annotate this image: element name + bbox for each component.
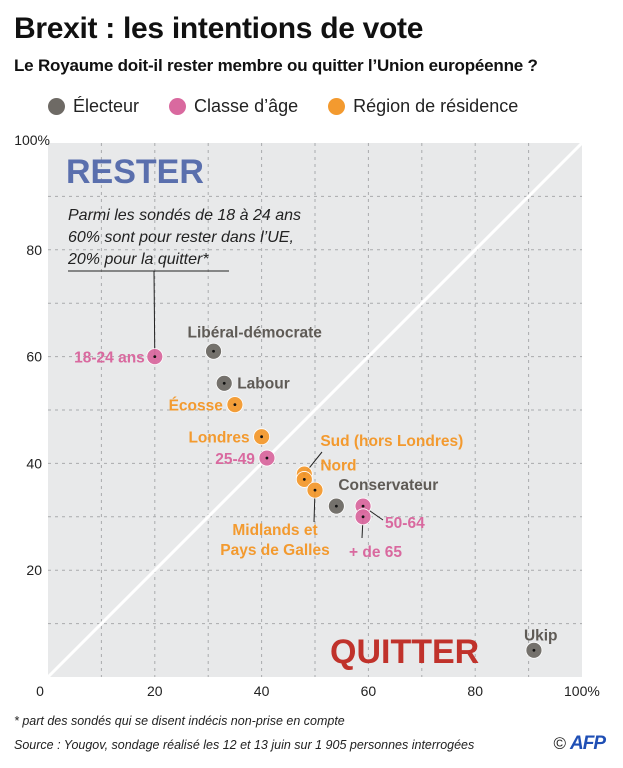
zone-label-rester: RESTER bbox=[66, 153, 204, 191]
data-point-center bbox=[153, 355, 157, 358]
annotation-line: 20% pour la quitter* bbox=[67, 251, 209, 268]
point-label: Écosse bbox=[169, 398, 224, 415]
legend-label: Électeur bbox=[73, 96, 140, 116]
data-point-center bbox=[361, 504, 365, 508]
annotation-line: 60% sont pour rester dans l’UE, bbox=[68, 229, 294, 246]
annotation-line: Parmi les sondés de 18 à 24 ans bbox=[68, 207, 301, 224]
legend-item-region: Région de résidence bbox=[328, 96, 518, 117]
point-label: + de 65 bbox=[349, 544, 402, 561]
data-point-center bbox=[302, 478, 306, 481]
point-label: Conservateur bbox=[338, 477, 438, 494]
data-point-center bbox=[260, 435, 263, 439]
footnote: * part des sondés qui se disent indécis … bbox=[14, 714, 345, 728]
point-labels: Libéral-démocrate Labour Conservateur Ukip 1… bbox=[74, 324, 557, 644]
legend-dot-icon bbox=[169, 98, 187, 115]
point-label: Midlands et Pays de Galles bbox=[220, 522, 329, 559]
leader-line bbox=[153, 270, 156, 357]
axes: 0 20 40 60 80 100% 20 40 60 80 100% bbox=[14, 132, 600, 699]
y-tick-label: 60 bbox=[26, 349, 42, 365]
y-tick-label: 40 bbox=[26, 455, 42, 471]
credit: © AFP bbox=[553, 733, 606, 755]
point-label-line: Midlands et bbox=[232, 522, 317, 539]
point-label: 50-64 bbox=[385, 515, 425, 532]
point-label: Labour bbox=[237, 375, 290, 392]
data-point-center bbox=[334, 504, 338, 508]
point-label: 18-24 ans bbox=[74, 350, 145, 367]
afp-logo: AFP bbox=[570, 733, 606, 754]
data-point-center bbox=[212, 349, 215, 353]
data-points bbox=[146, 342, 543, 659]
data-point-center bbox=[313, 488, 317, 492]
legend: Électeur Classe d’âge Région de résidenc… bbox=[48, 96, 518, 117]
data-point-center bbox=[265, 456, 269, 460]
x-tick-label: 100% bbox=[564, 683, 600, 699]
source-note: Source : Yougov, sondage réalisé les 12 … bbox=[14, 738, 475, 752]
copyright-icon: © bbox=[553, 734, 566, 753]
legend-label: Région de résidence bbox=[353, 96, 519, 116]
x-tick-label: 60 bbox=[361, 683, 377, 699]
chart-title: Brexit : les intentions de vote bbox=[14, 12, 424, 45]
point-label-line: Pays de Galles bbox=[220, 542, 329, 559]
annotation: Parmi les sondés de 18 à 24 ans 60% sont… bbox=[67, 207, 305, 272]
x-tick-label: 80 bbox=[467, 683, 483, 699]
legend-dot-icon bbox=[48, 98, 65, 115]
data-point-center bbox=[361, 515, 365, 519]
point-label: Libéral-démocrate bbox=[188, 324, 323, 341]
legend-label: Classe d’âge bbox=[194, 96, 299, 116]
x-tick-label: 40 bbox=[254, 683, 270, 699]
data-point-center bbox=[233, 403, 237, 407]
x-tick-label: 0 bbox=[36, 683, 44, 699]
point-label: Nord bbox=[320, 457, 356, 474]
chart-subtitle: Le Royaume doit-il rester membre ou quit… bbox=[14, 56, 538, 75]
legend-item-classe-age: Classe d’âge bbox=[169, 96, 298, 117]
svg-text:Parmi les sondés de 18 à 24 an: Parmi les sondés de 18 à 24 ans 60% sont… bbox=[67, 207, 305, 268]
point-label: Sud (hors Londres) bbox=[320, 433, 463, 450]
zone-label-quitter: QUITTER bbox=[330, 633, 479, 671]
point-label: Ukip bbox=[524, 627, 558, 644]
data-point-center bbox=[222, 381, 226, 385]
y-tick-label: 20 bbox=[26, 562, 42, 578]
legend-item-electeur: Électeur bbox=[48, 96, 139, 117]
x-tick-label: 20 bbox=[147, 683, 163, 699]
diagonal-line bbox=[46, 141, 584, 679]
data-point-center bbox=[532, 648, 536, 652]
y-tick-label: 80 bbox=[26, 242, 42, 258]
legend-dot-icon bbox=[328, 98, 346, 115]
y-tick-label: 100% bbox=[14, 132, 50, 148]
point-label: Londres bbox=[188, 430, 249, 447]
point-label: 25-49 bbox=[215, 451, 255, 468]
